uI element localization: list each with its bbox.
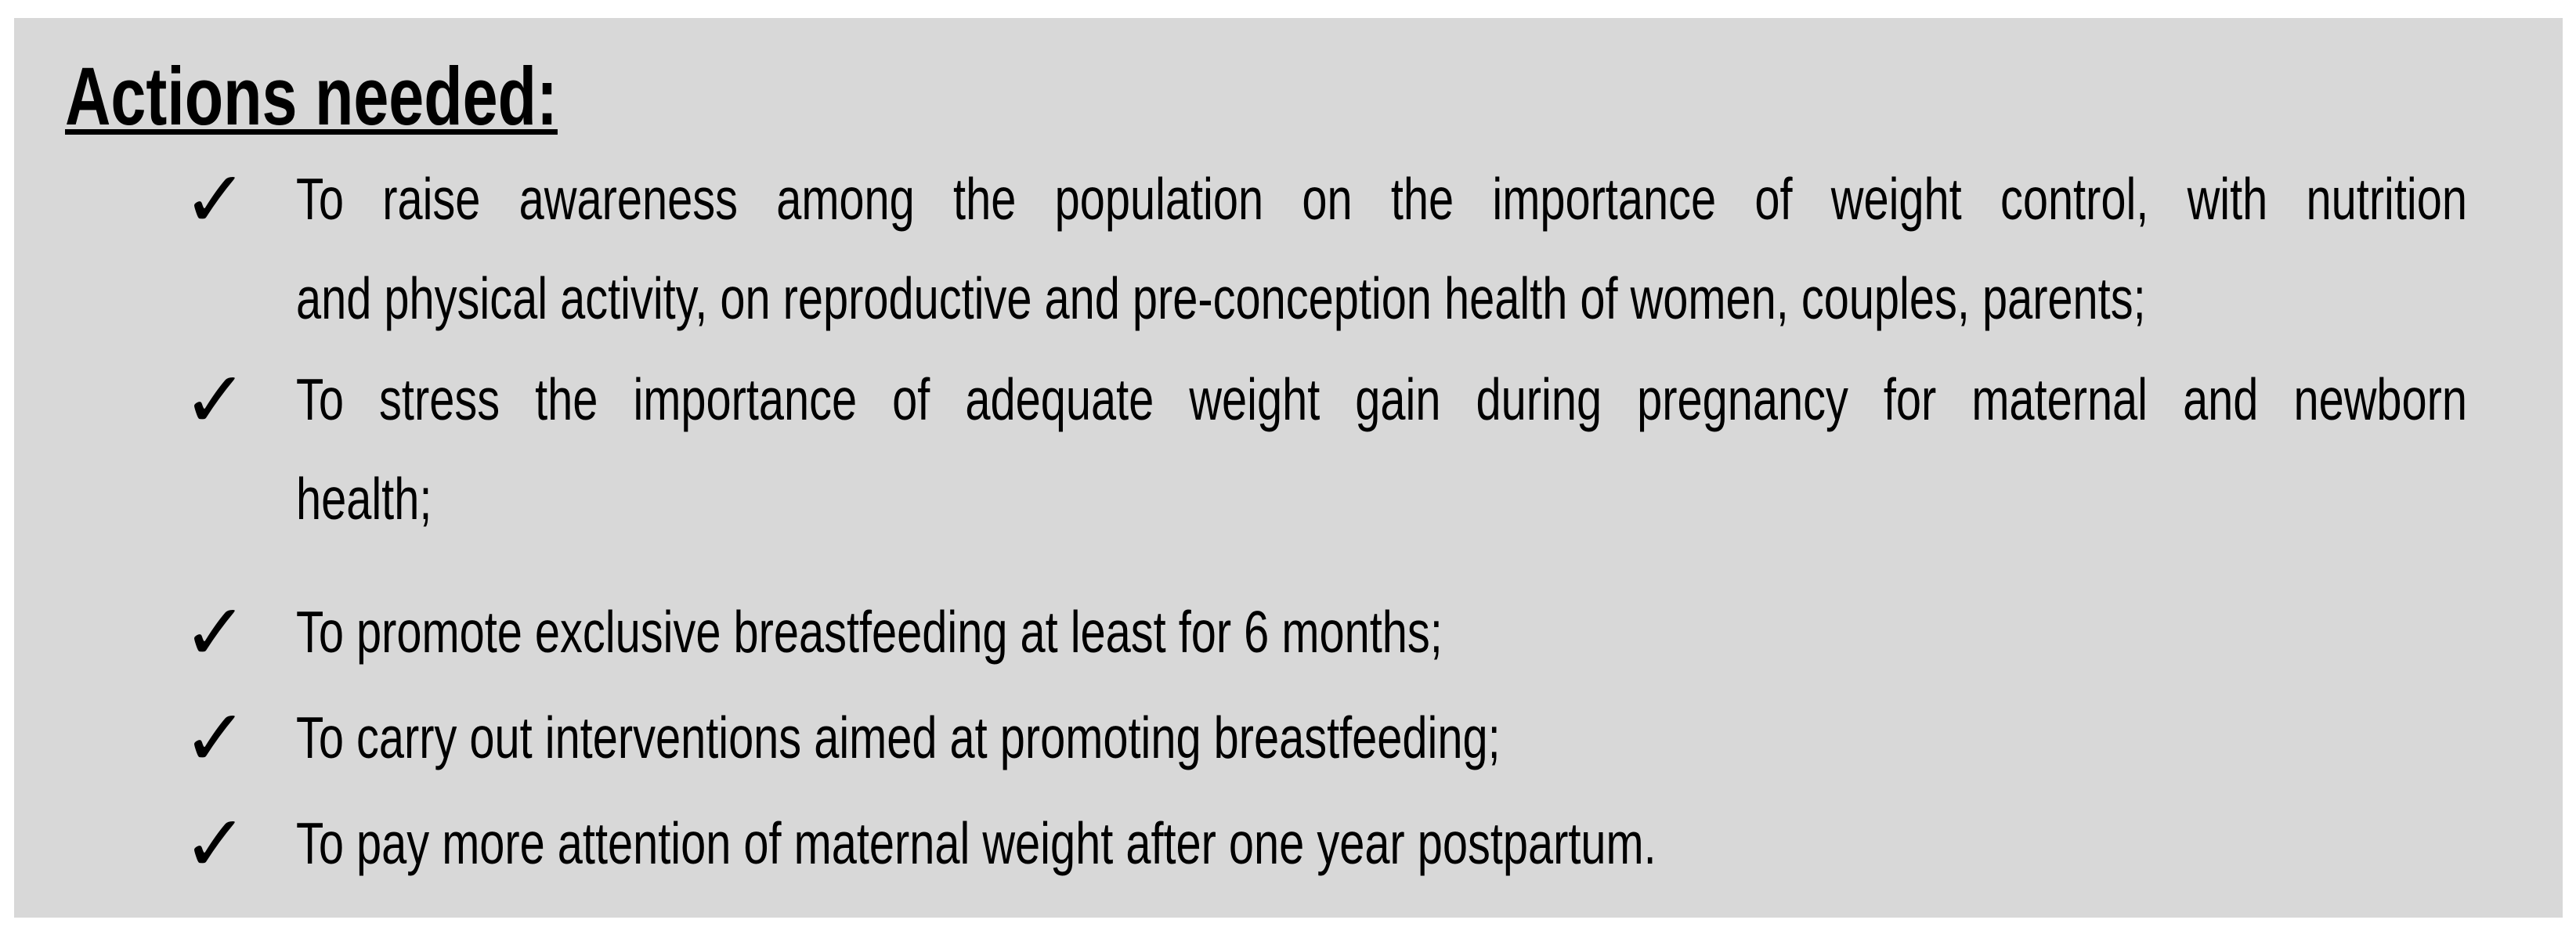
list-item: ✓ To stress the importance of adequate w… <box>182 350 2576 549</box>
list-item-text: To pay more attention of maternal weight… <box>296 794 2467 893</box>
section-heading: Actions needed: <box>65 56 705 138</box>
actions-list: ✓ To raise awareness among the populatio… <box>14 18 2563 918</box>
list-item-text: To stress the importance of adequate wei… <box>296 350 2467 549</box>
list-item-text: To carry out interventions aimed at prom… <box>296 688 2467 788</box>
list-item-line: To raise awareness among the population … <box>296 166 2467 232</box>
list-item: ✓ To raise awareness among the populatio… <box>182 150 2576 348</box>
list-item-text: To raise awareness among the population … <box>296 150 2467 348</box>
list-item-line: To promote exclusive breastfeeding at le… <box>296 599 1443 665</box>
list-item-line: To pay more attention of maternal weight… <box>296 810 1657 876</box>
list-item-line: To stress the importance of adequate wei… <box>296 366 2467 432</box>
actions-box: Actions needed: ✓ To raise awareness amo… <box>14 18 2563 918</box>
check-icon: ✓ <box>182 354 248 445</box>
check-icon: ✓ <box>182 586 248 678</box>
list-item: ✓ To carry out interventions aimed at pr… <box>182 688 2576 788</box>
list-item-line: and physical activity, on reproductive a… <box>296 265 2146 331</box>
section-heading-text: Actions needed: <box>65 51 558 142</box>
list-item-line: To carry out interventions aimed at prom… <box>296 705 1501 770</box>
list-item-line: health; <box>296 466 432 532</box>
list-item-text: To promote exclusive breastfeeding at le… <box>296 583 2467 682</box>
list-item: ✓ To promote exclusive breastfeeding at … <box>182 583 2576 682</box>
check-icon: ✓ <box>182 798 248 889</box>
list-item: ✓ To pay more attention of maternal weig… <box>182 794 2576 893</box>
check-icon: ✓ <box>182 692 248 784</box>
check-icon: ✓ <box>182 153 248 245</box>
